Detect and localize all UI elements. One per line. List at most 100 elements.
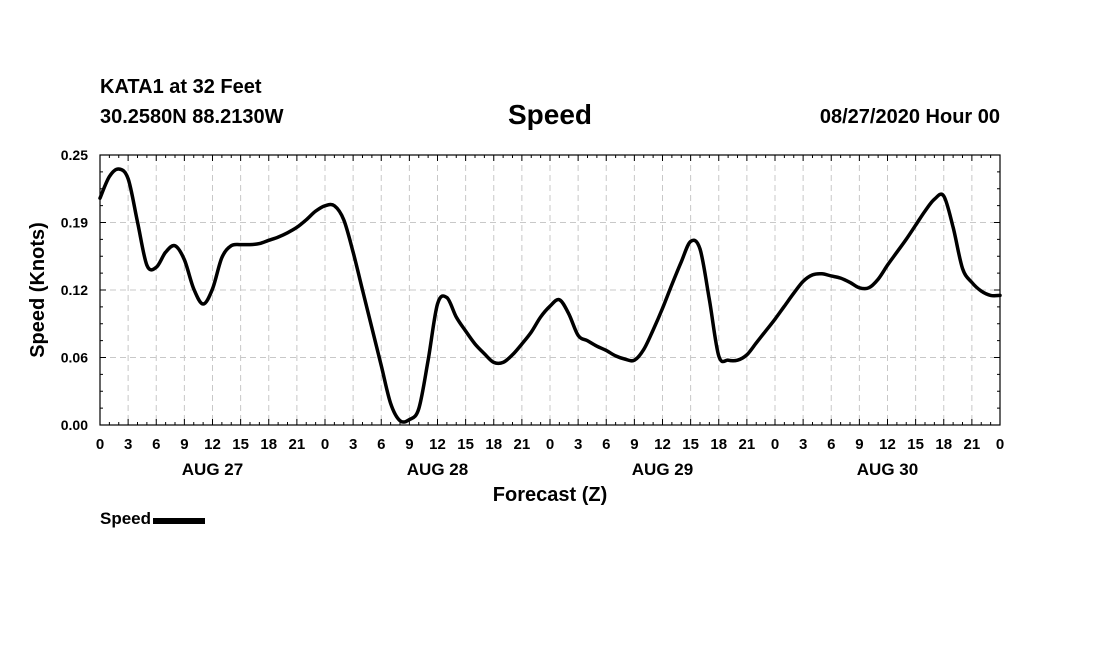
data-point (484, 353, 485, 354)
data-point (512, 354, 513, 355)
y-tick-label: 0.19 (61, 215, 88, 231)
data-point (868, 287, 869, 288)
data-point (128, 178, 129, 179)
y-tick-label: 0.06 (61, 350, 88, 366)
x-tick-label: 3 (349, 436, 357, 453)
grid-lines (100, 155, 1000, 425)
data-point (268, 240, 269, 241)
data-point (315, 211, 316, 212)
data-point (409, 419, 410, 420)
data-point (587, 340, 588, 341)
data-point (784, 306, 785, 307)
x-tick-label: 6 (377, 436, 385, 453)
x-tick-label: 21 (289, 436, 306, 453)
data-point (184, 259, 185, 260)
data-point (812, 274, 813, 275)
x-tick-label: 9 (180, 436, 188, 453)
data-point (437, 303, 438, 304)
data-point (756, 342, 757, 343)
data-point (840, 278, 841, 279)
x-tick-label: 0 (96, 436, 104, 453)
data-point (174, 245, 175, 246)
legend: Speed (100, 509, 206, 529)
data-point (765, 330, 766, 331)
y-tick-label: 0.25 (61, 147, 88, 163)
data-point (934, 199, 935, 200)
data-point (278, 236, 279, 237)
data-point (831, 275, 832, 276)
data-point (596, 346, 597, 347)
axis-labels: 0 3 6 9 12 15 18 21 0 3 6 9 12 15 18 21 0 3 6 9 12 15 18 21 0 3 6 9… (61, 147, 1004, 479)
x-tick-label: 15 (457, 436, 474, 453)
data-point (896, 252, 897, 253)
x-tick-label: 3 (574, 436, 582, 453)
x-tick-label: 21 (514, 436, 531, 453)
data-point (446, 297, 447, 298)
data-point (240, 244, 241, 245)
x-tick-label: 3 (124, 436, 132, 453)
x-tick-label: 0 (771, 436, 779, 453)
date-label: AUG 28 (407, 460, 468, 479)
data-point (212, 288, 213, 289)
data-point (878, 279, 879, 280)
data-point (531, 332, 532, 333)
data-point (737, 360, 738, 361)
x-tick-label: 15 (907, 436, 924, 453)
data-point (971, 282, 972, 283)
data-point (324, 205, 325, 206)
data-point (981, 290, 982, 291)
data-point (165, 252, 166, 253)
data-point (606, 350, 607, 351)
data-point (746, 354, 747, 355)
x-tick-label: 6 (602, 436, 610, 453)
y-axis-label: Speed (Knots) (27, 222, 49, 358)
data-point (953, 227, 954, 228)
data-point (503, 362, 504, 363)
x-tick-label: 18 (710, 436, 727, 453)
data-point (681, 261, 682, 262)
data-point (906, 239, 907, 240)
data-point (428, 360, 429, 361)
data-point (643, 349, 644, 350)
data-point (521, 343, 522, 344)
data-point (559, 299, 560, 300)
data-point (859, 287, 860, 288)
x-tick-label: 12 (204, 436, 221, 453)
data-point (653, 329, 654, 330)
data-point (296, 227, 297, 228)
legend-swatch (153, 518, 206, 524)
data-point (399, 420, 400, 421)
plot-frame (99, 154, 1001, 426)
data-point (728, 360, 729, 361)
data-point (803, 281, 804, 282)
data-point (418, 408, 419, 409)
data-point (259, 243, 260, 244)
data-point (156, 267, 157, 268)
data-point (221, 257, 222, 258)
data-point (362, 289, 363, 290)
data-point (287, 232, 288, 233)
series-line-speed (98, 167, 1002, 424)
x-tick-label: 21 (964, 436, 981, 453)
series-layer (98, 167, 1002, 424)
data-point (334, 205, 335, 206)
x-tick-label: 18 (935, 436, 952, 453)
data-point (709, 299, 710, 300)
chart-title: Speed (507, 99, 593, 130)
date-label: AUG 29 (632, 460, 693, 479)
x-tick-label: 15 (682, 436, 699, 453)
x-tick-label: 9 (405, 436, 413, 453)
data-point (456, 316, 457, 317)
data-point (249, 244, 250, 245)
coordinates-label: 30.2580N 88.2130W (100, 106, 284, 128)
data-point (943, 195, 944, 196)
data-point (634, 360, 635, 361)
x-tick-label: 18 (260, 436, 277, 453)
data-point (465, 330, 466, 331)
data-point (924, 211, 925, 212)
data-point (578, 335, 579, 336)
x-tick-label: 0 (321, 436, 329, 453)
x-tick-label: 18 (485, 436, 502, 453)
x-tick-label: 15 (232, 436, 249, 453)
data-point (193, 288, 194, 289)
